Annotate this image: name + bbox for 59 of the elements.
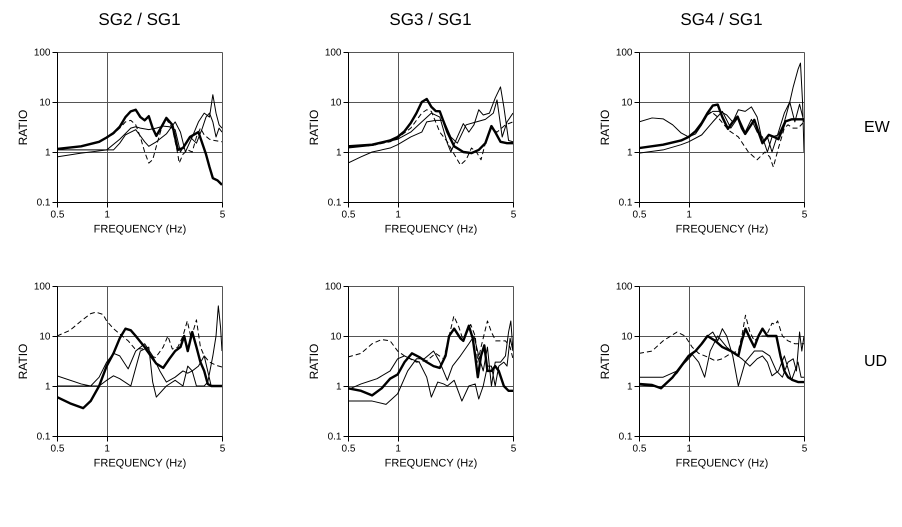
y-tick-label: 10 [621,98,633,108]
x-tick-label: 1 [395,444,402,454]
x-tick-label: 5 [802,444,808,454]
x-tick-label: 0.5 [342,444,356,454]
y-axis-title: RATIO [16,344,30,380]
x-tick-label: 0.5 [342,210,356,220]
text: EW [864,119,891,136]
y-tick-label: 0.1 [328,432,342,442]
chart-title: SG4 / SG1 [680,10,763,29]
y-axis-title: RATIO [598,344,612,380]
chart-title: SG3 / SG1 [389,10,472,29]
y-tick-label: 1 [336,148,342,158]
y-tick-label: 100 [324,282,342,292]
y-tick-label: 10 [621,332,633,342]
y-tick-label: 100 [34,48,51,58]
x-tick-label: 0.5 [50,444,65,454]
y-tick-label: 0.1 [618,198,633,208]
y-tick-label: 0.1 [328,198,342,208]
x-tick-label: 1 [395,210,402,220]
chart-title: SG2 / SG1 [98,10,181,29]
y-tick-label: 100 [616,48,633,58]
x-axis-title: FREQUENCY (Hz) [676,458,768,470]
y-axis-title: RATIO [16,110,30,146]
x-tick-label: 1 [686,210,692,220]
x-tick-label: 5 [220,210,226,220]
x-axis-title: FREQUENCY (Hz) [94,458,186,470]
y-axis-title: RATIO [306,110,321,146]
y-tick-label: 10 [330,332,342,342]
x-tick-label: 5 [510,210,517,220]
y-axis-title: RATIO [598,110,612,146]
y-tick-label: 0.1 [36,198,51,208]
x-tick-label: 5 [802,210,808,220]
x-tick-label: 1 [104,444,110,454]
y-tick-label: 1 [44,148,51,158]
y-axis-title: RATIO [306,344,321,380]
y-tick-label: 10 [39,332,51,342]
x-tick-label: 1 [686,444,692,454]
x-tick-label: 0.5 [50,210,65,220]
y-tick-label: 100 [616,282,633,292]
x-tick-label: 0.5 [632,444,647,454]
x-tick-label: 0.5 [632,210,647,220]
y-tick-label: 1 [626,148,633,158]
x-axis-title: FREQUENCY (Hz) [94,224,186,236]
text: UD [864,353,888,370]
x-tick-label: 1 [104,210,110,220]
y-tick-label: 10 [330,98,342,108]
y-tick-label: 1 [44,382,51,392]
x-axis-title: FREQUENCY (Hz) [384,458,478,470]
x-axis-title: FREQUENCY (Hz) [676,224,768,236]
y-tick-label: 0.1 [618,432,633,442]
y-tick-label: 100 [34,282,51,292]
y-tick-label: 1 [336,382,342,392]
y-tick-label: 10 [39,98,51,108]
y-tick-label: 0.1 [36,432,51,442]
y-tick-label: 100 [324,48,342,58]
x-axis-title: FREQUENCY (Hz) [384,224,478,236]
x-tick-label: 5 [510,444,517,454]
x-tick-label: 5 [220,444,226,454]
y-tick-label: 1 [626,382,633,392]
